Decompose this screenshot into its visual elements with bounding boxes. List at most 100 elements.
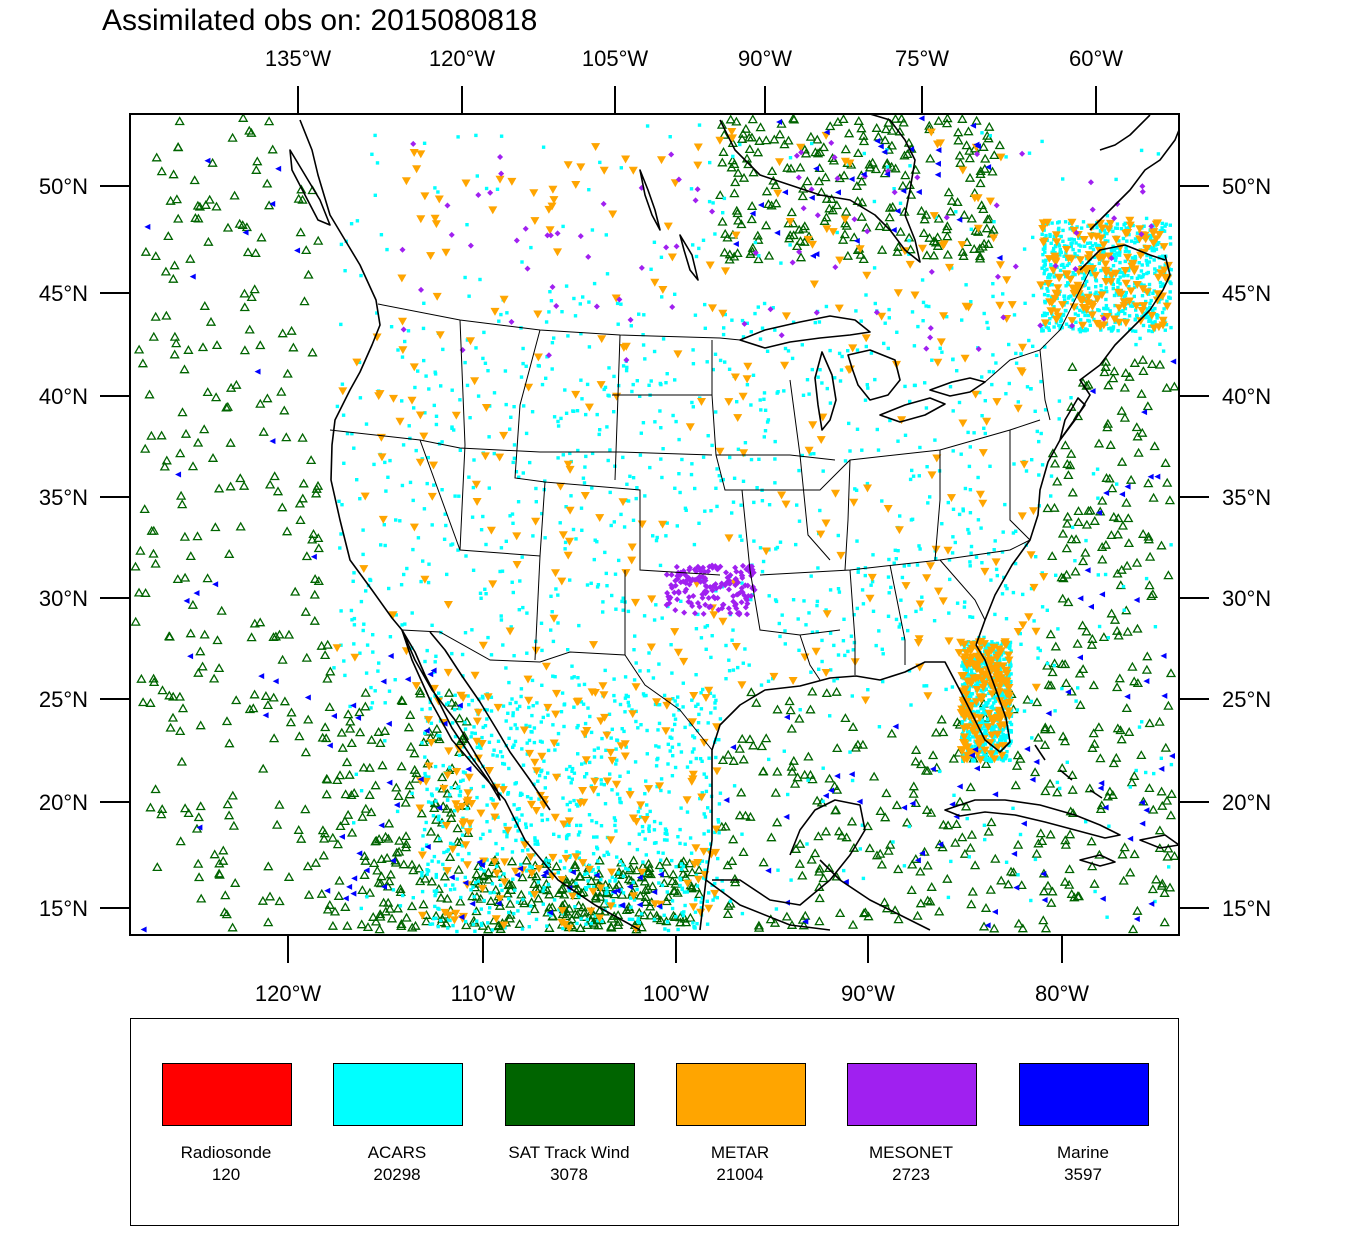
acars-marker (476, 879, 480, 883)
acars-marker (525, 611, 529, 615)
sat-track-wind-marker (225, 437, 236, 447)
acars-marker (1005, 750, 1009, 754)
acars-marker (841, 639, 846, 643)
sat-track-wind-marker (590, 893, 601, 903)
acars-marker (570, 777, 574, 781)
sat-track-wind-marker (1113, 630, 1124, 640)
sat-track-wind-marker (1066, 888, 1077, 898)
acars-marker (697, 123, 702, 127)
sat-track-wind-marker (1107, 483, 1118, 493)
acars-marker (708, 783, 713, 787)
acars-marker (982, 709, 986, 713)
sat-track-wind-marker (303, 889, 315, 899)
metar-marker (1097, 291, 1107, 300)
acars-marker (1035, 429, 1039, 434)
sat-track-wind-marker (910, 744, 922, 754)
acars-marker (488, 891, 492, 895)
acars-marker (550, 610, 554, 614)
sat-track-wind-marker (185, 628, 196, 638)
acars-marker (693, 898, 698, 902)
sat-track-wind-marker (799, 236, 810, 246)
acars-marker (1043, 313, 1048, 318)
sat-track-wind-marker (924, 232, 935, 242)
acars-marker (583, 872, 587, 876)
acars-marker (647, 824, 651, 828)
acars-marker (599, 824, 604, 828)
acars-marker (511, 521, 515, 525)
acars-marker (995, 573, 999, 578)
acars-marker (873, 301, 877, 306)
acars-marker (1014, 351, 1018, 356)
acars-marker (719, 478, 723, 483)
acars-marker (572, 675, 576, 679)
acars-marker (740, 832, 744, 836)
acars-marker (460, 833, 465, 837)
acars-marker (1002, 706, 1006, 710)
acars-marker (486, 921, 490, 925)
acars-marker (1134, 329, 1138, 333)
acars-marker (917, 474, 921, 478)
sat-track-wind-marker (408, 865, 419, 875)
acars-marker (542, 885, 546, 890)
acars-marker (473, 909, 477, 914)
acars-marker (623, 675, 628, 679)
acars-marker (1046, 276, 1050, 280)
sat-track-wind-marker (722, 860, 733, 870)
acars-marker (382, 523, 386, 527)
acars-marker (631, 382, 635, 387)
sat-track-wind-marker (887, 201, 898, 211)
acars-marker (428, 707, 432, 711)
sat-track-wind-marker (475, 893, 486, 903)
sat-track-wind-marker (842, 250, 854, 260)
acars-marker (501, 761, 505, 766)
acars-marker (545, 924, 549, 928)
acars-marker (504, 402, 508, 407)
sat-track-wind-marker (831, 200, 843, 210)
acars-marker (459, 895, 463, 900)
acars-marker (970, 692, 975, 696)
acars-marker (562, 703, 566, 707)
acars-marker (1139, 275, 1143, 280)
acars-marker (388, 458, 392, 463)
acars-marker (918, 445, 922, 450)
acars-marker (933, 438, 937, 442)
sat-track-wind-marker (358, 762, 369, 772)
metar-marker (978, 449, 988, 458)
acars-marker (758, 337, 763, 341)
metar-marker (1013, 404, 1023, 413)
acars-marker (951, 507, 956, 511)
acars-marker (638, 394, 642, 398)
acars-marker (588, 714, 592, 719)
sat-track-wind-marker (980, 712, 991, 722)
metar-marker (421, 777, 431, 786)
acars-marker (760, 326, 765, 330)
sat-track-wind-marker (137, 358, 149, 368)
acars-marker (603, 802, 608, 806)
acars-marker (596, 859, 600, 863)
acars-marker (815, 599, 820, 604)
acars-marker (1165, 299, 1169, 303)
acars-marker (621, 874, 626, 878)
acars-marker (626, 499, 631, 503)
metar-marker (630, 598, 641, 607)
sat-track-wind-marker (1067, 487, 1078, 497)
acars-marker (389, 325, 394, 329)
sat-track-wind-marker (224, 738, 235, 748)
acars-marker (963, 600, 967, 604)
acars-marker (975, 682, 980, 686)
acars-marker (847, 421, 851, 426)
sat-track-wind-marker (171, 338, 182, 348)
acars-marker (992, 220, 996, 224)
sat-track-wind-marker (391, 782, 402, 792)
sat-track-wind-marker (209, 849, 220, 859)
sat-track-wind-marker (1072, 411, 1084, 421)
sat-track-wind-marker (821, 212, 832, 222)
metar-marker (780, 361, 790, 370)
acars-marker (805, 378, 810, 382)
acars-marker (688, 836, 693, 840)
sat-track-wind-marker (770, 787, 781, 797)
acars-marker (926, 501, 930, 505)
acars-marker (613, 572, 618, 576)
acars-marker (521, 763, 526, 767)
acars-marker (518, 793, 523, 797)
